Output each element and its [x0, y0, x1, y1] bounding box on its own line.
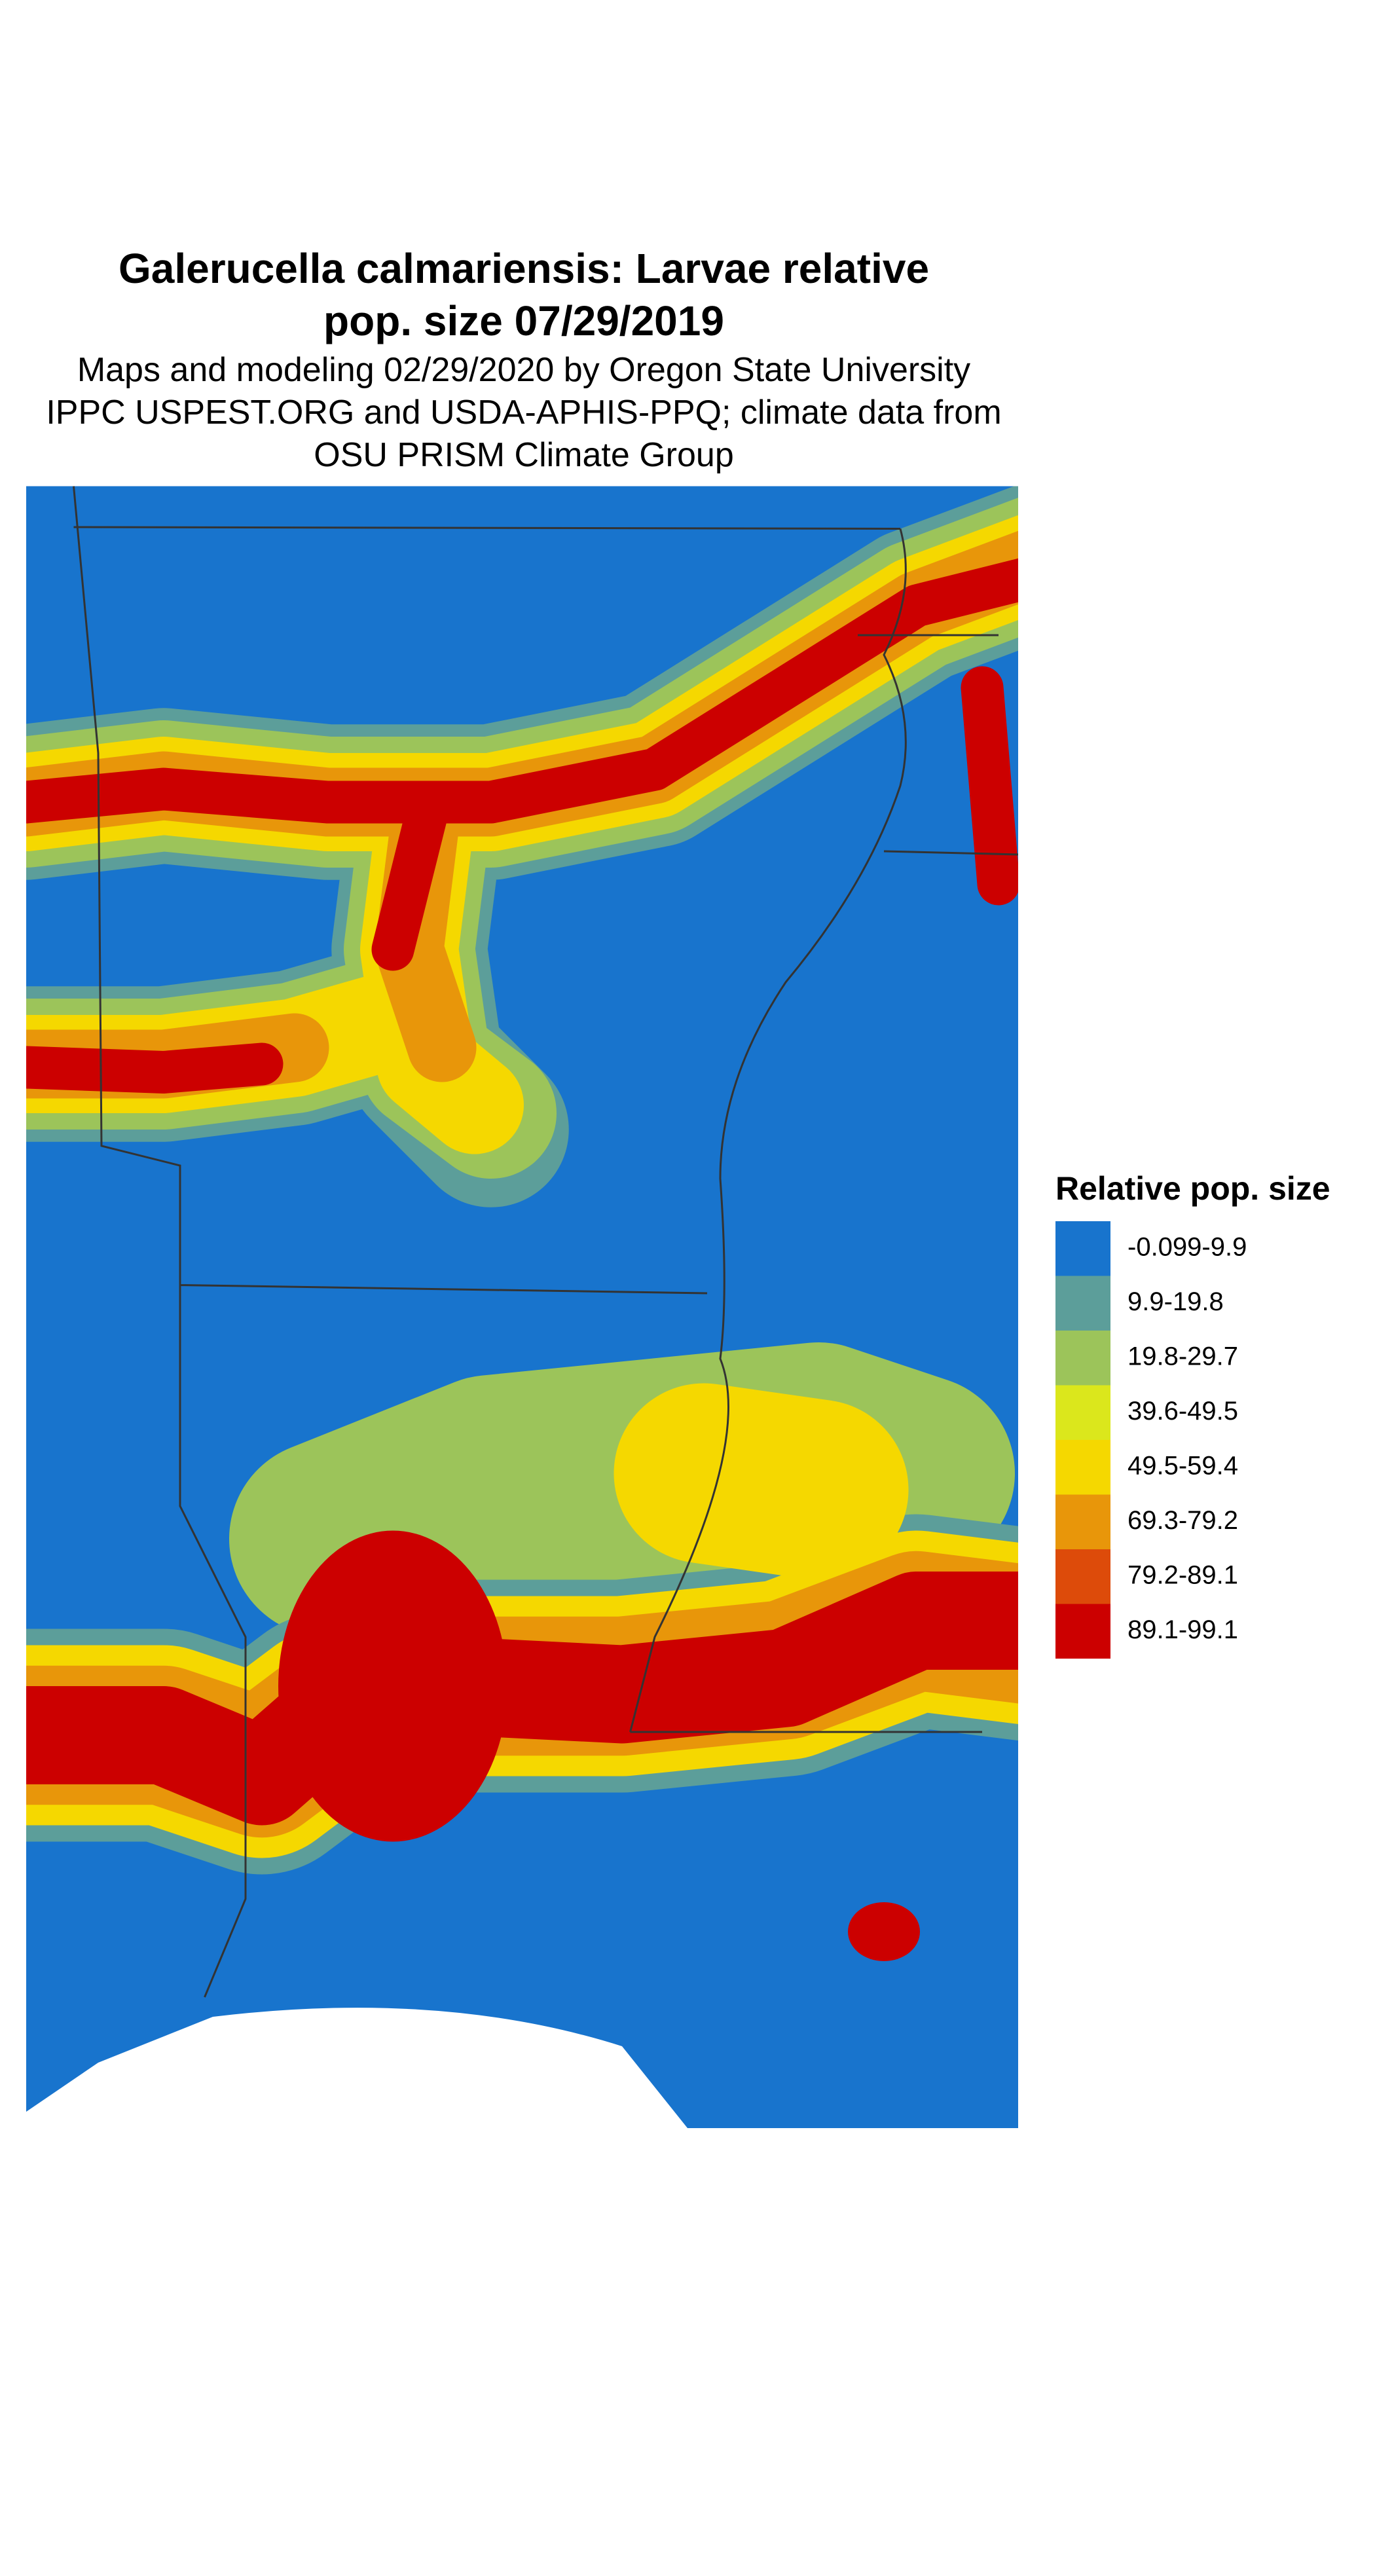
sea [26, 2008, 688, 2128]
state-borders [73, 486, 1019, 1998]
legend-swatch [1055, 1549, 1110, 1604]
legend-swatch [1055, 1440, 1110, 1495]
legend-title: Relative pop. size [1055, 1170, 1330, 1207]
legend-swatch [1055, 1276, 1110, 1331]
legend: -0.099-9.9 9.9-19.8 19.8-29.7 39.6-49.5 49.5… [1055, 1221, 1247, 1659]
legend-label: 79.2-89.1 [1128, 1560, 1238, 1589]
title-line: Galerucella calmariensis: Larvae relativ… [119, 245, 929, 292]
title-line: pop. size 07/29/2019 [323, 297, 724, 344]
subtitle-line: OSU PRISM Climate Group [314, 436, 734, 474]
legend-swatch [1055, 1385, 1110, 1440]
map [26, 486, 1019, 2128]
legend-label: 69.3-79.2 [1128, 1506, 1238, 1535]
subtitle-line: Maps and modeling 02/29/2020 by Oregon S… [77, 351, 970, 389]
legend-label: -0.099-9.9 [1128, 1232, 1247, 1261]
north-band [26, 486, 1018, 1207]
subtitle-line: IPPC USPEST.ORG and USDA-APHIS-PPQ; clim… [46, 394, 1001, 432]
south-band [26, 1342, 1018, 1961]
legend-swatch [1055, 1604, 1110, 1659]
legend-swatch [1055, 1331, 1110, 1386]
legend-label: 19.8-29.7 [1128, 1342, 1238, 1371]
legend-swatch [1055, 1221, 1110, 1276]
legend-label: 39.6-49.5 [1128, 1397, 1238, 1426]
legend-label: 89.1-99.1 [1128, 1615, 1238, 1644]
legend-label: 9.9-19.8 [1128, 1287, 1224, 1316]
legend-label: 49.5-59.4 [1128, 1451, 1238, 1480]
legend-swatch [1055, 1494, 1110, 1549]
